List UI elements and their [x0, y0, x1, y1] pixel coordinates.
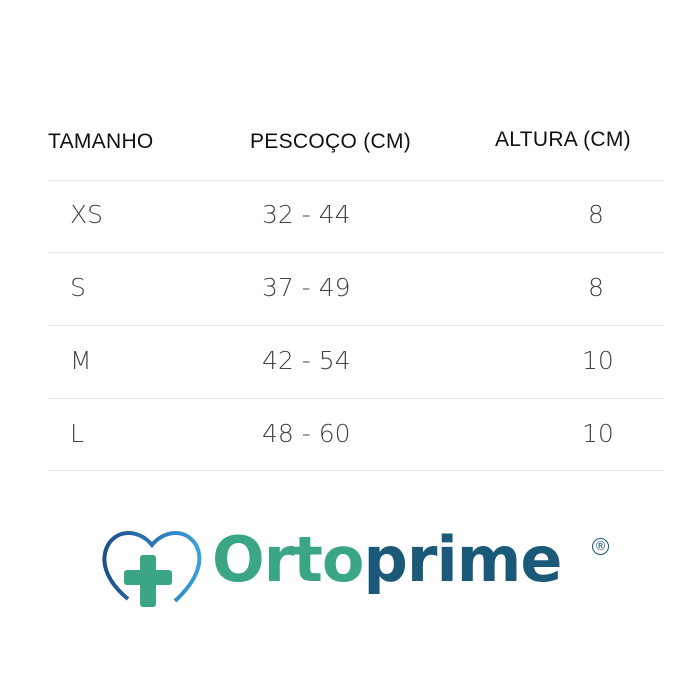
cell-size: S: [70, 273, 86, 302]
cell-neck: 37 - 49: [262, 273, 351, 302]
logo-wordmark: Ortoprime: [212, 523, 563, 596]
divider: [48, 252, 664, 253]
header-size: TAMANHO: [48, 130, 154, 153]
cell-size: L: [70, 419, 84, 448]
cell-neck: 48 - 60: [262, 419, 351, 448]
divider: [48, 325, 664, 326]
cell-neck: 32 - 44: [262, 200, 351, 229]
header-height: ALTURA (CM): [495, 128, 631, 151]
cell-height: 10: [582, 419, 614, 448]
heart-cross-icon: [102, 531, 202, 607]
logo-text-prime: prime: [363, 523, 563, 596]
registered-mark: ®: [592, 538, 609, 555]
divider: [48, 470, 664, 471]
cell-height: 8: [588, 273, 604, 302]
cell-size: M: [70, 346, 92, 375]
divider: [48, 180, 664, 181]
cell-height: 10: [582, 346, 614, 375]
header-neck: PESCOÇO (CM): [250, 130, 412, 153]
logo-text-orto: Orto: [212, 523, 365, 596]
cell-size: XS: [70, 200, 103, 229]
divider: [48, 398, 664, 399]
cell-height: 8: [588, 200, 604, 229]
cell-neck: 42 - 54: [262, 346, 351, 375]
